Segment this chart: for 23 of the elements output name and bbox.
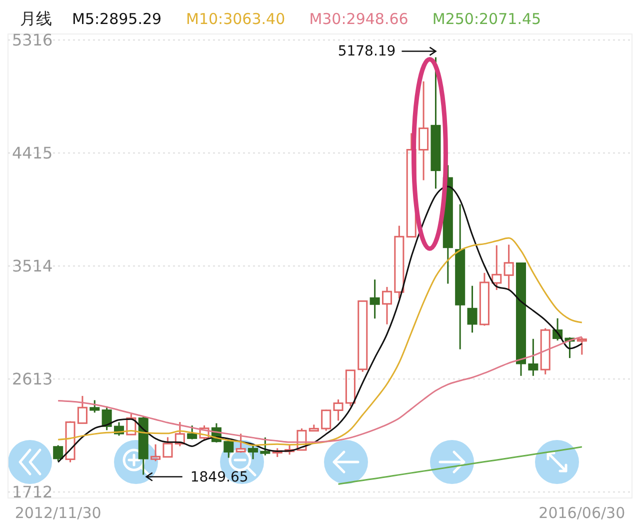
candlestick	[455, 204, 466, 350]
y-tick-label: 5316	[12, 30, 53, 50]
line-series	[57, 336, 583, 443]
annotation: 5178.19	[338, 43, 396, 60]
x-tick-label: 2016/06/30	[538, 504, 626, 522]
y-tick-label: 2613	[12, 370, 53, 389]
candlestick	[370, 278, 380, 320]
text: M10:3063.40	[186, 10, 286, 28]
candlestick	[418, 80, 429, 181]
line-series	[57, 186, 583, 463]
y-tick-label: 4415	[12, 144, 53, 163]
text: M250:2071.45	[432, 10, 542, 28]
y-tick-label: 3514	[12, 256, 53, 276]
candlestick	[430, 56, 441, 190]
annotation: 1849.65	[190, 470, 248, 486]
text: M5:2895.29	[72, 10, 162, 28]
y-tick-label: 1712	[12, 482, 53, 502]
candlestick	[467, 285, 478, 334]
line-series	[338, 446, 583, 485]
x-tick-label: 2012/11/30	[14, 504, 102, 522]
candlestick	[504, 244, 514, 290]
text: M30:2948.66	[309, 10, 408, 28]
chart-title: 月线	[20, 9, 52, 28]
